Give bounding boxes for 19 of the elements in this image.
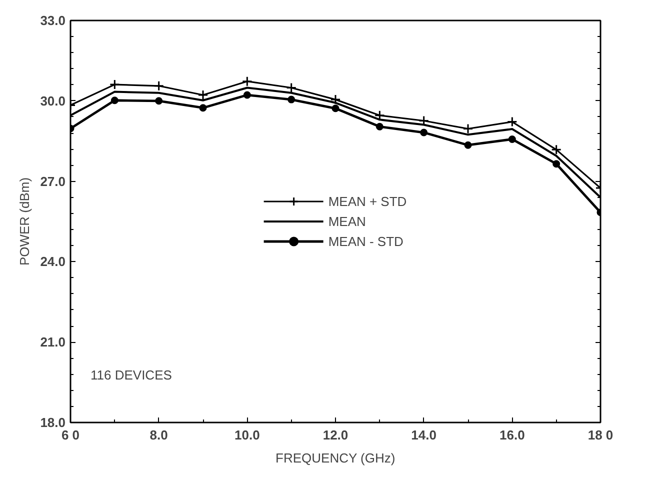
x-tick-label: 14.0 bbox=[411, 428, 436, 442]
annotation: 116 DEVICES bbox=[90, 368, 172, 382]
y-axis-title: POWER (dBm) bbox=[17, 177, 32, 266]
y-tick-label: 27.0 bbox=[40, 174, 66, 189]
y-tick-label: 30.0 bbox=[40, 93, 66, 108]
x-tick-label: 8.0 bbox=[150, 428, 168, 442]
x-tick-label: 16.0 bbox=[500, 428, 525, 442]
legend-label: MEAN - STD bbox=[328, 234, 404, 248]
x-axis-title: FREQUENCY (GHz) bbox=[276, 450, 396, 466]
legend-label: MEAN + STD bbox=[328, 194, 407, 208]
y-tick-label: 33.0 bbox=[40, 13, 66, 28]
y-tick-label: 24.0 bbox=[40, 254, 66, 270]
legend-label: MEAN bbox=[328, 214, 366, 228]
x-tick-label: 12.0 bbox=[322, 428, 348, 442]
y-tick-label: 18.0 bbox=[40, 415, 66, 430]
x-tick-label: 6 0 bbox=[61, 428, 80, 442]
x-tick-label: 18 0 bbox=[588, 428, 614, 442]
x-tick-label: 10.0 bbox=[234, 428, 260, 442]
y-tick-label: 21.0 bbox=[40, 334, 66, 350]
